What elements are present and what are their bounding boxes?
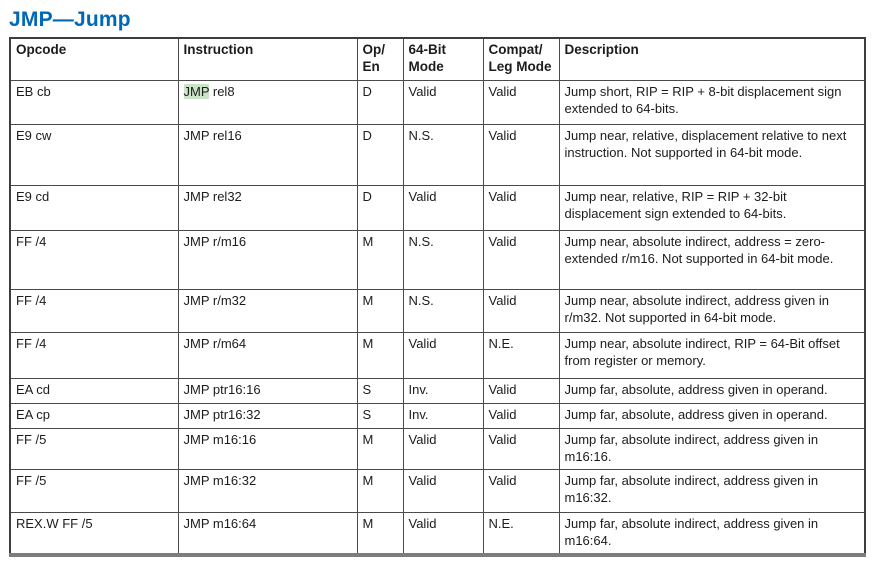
table-row: FF /5 JMP m16:32 M Valid Valid Jump far,…	[9, 468, 866, 513]
instruction-text: JMP r/m32	[183, 292, 247, 308]
op-en-cell: D	[356, 79, 404, 125]
column-header-description: Description	[558, 37, 866, 81]
description-cell: Jump near, relative, RIP = RIP + 32-bit …	[558, 184, 866, 231]
table-header-row: Opcode Instruction Op/ En 64-Bit Mode Co…	[9, 37, 866, 81]
table-row: FF /4 JMP r/m32 M N.S. Valid Jump near, …	[9, 288, 866, 333]
table-row: FF /4 JMP r/m16 M N.S. Valid Jump near, …	[9, 229, 866, 290]
instruction-cell: JMP m16:32	[177, 468, 358, 513]
mode64-cell: Valid	[402, 511, 484, 556]
description-cell: Jump short, RIP = RIP + 8-bit displaceme…	[558, 79, 866, 125]
instruction-text: JMP ptr16:32	[183, 406, 261, 422]
op-en-cell: M	[356, 427, 404, 470]
description-cell: Jump far, absolute indirect, address giv…	[558, 427, 866, 470]
opcode-cell: E9 cd	[9, 184, 179, 231]
description-cell: Jump near, absolute indirect, RIP = 64-B…	[558, 331, 866, 379]
mode64-cell: Valid	[402, 331, 484, 379]
op-en-cell: M	[356, 331, 404, 379]
opcode-cell: FF /5	[9, 427, 179, 470]
compat-cell: Valid	[482, 468, 560, 513]
table-row: EA cd JMP ptr16:16 S Inv. Valid Jump far…	[9, 377, 866, 404]
compat-cell: N.E.	[482, 511, 560, 556]
instruction-reference-table: Opcode Instruction Op/ En 64-Bit Mode Co…	[9, 37, 866, 557]
instruction-text: JMP rel32	[183, 188, 242, 204]
mode64-cell: Valid	[402, 427, 484, 470]
instruction-text: JMP m16:64	[183, 515, 257, 531]
compat-cell: N.E.	[482, 331, 560, 379]
page-title: JMP—Jump	[9, 8, 131, 31]
instruction-text: JMP r/m16	[183, 233, 247, 249]
mode64-cell: Inv.	[402, 377, 484, 404]
compat-cell: Valid	[482, 79, 560, 125]
opcode-cell: EA cd	[9, 377, 179, 404]
table-row: FF /4 JMP r/m64 M Valid N.E. Jump near, …	[9, 331, 866, 379]
column-header-op-en: Op/ En	[356, 37, 404, 81]
instruction-text: JMP rel16	[183, 127, 242, 143]
column-header-instruction: Instruction	[177, 37, 358, 81]
op-en-cell: D	[356, 184, 404, 231]
mode64-cell: N.S.	[402, 229, 484, 290]
opcode-cell: REX.W FF /5	[9, 511, 179, 556]
instruction-text: JMP ptr16:16	[183, 381, 261, 397]
opcode-cell: E9 cw	[9, 123, 179, 186]
instruction-cell: JMP rel8	[177, 79, 358, 125]
instruction-cell: JMP m16:16	[177, 427, 358, 470]
op-en-cell: S	[356, 402, 404, 429]
description-cell: Jump far, absolute indirect, address giv…	[558, 468, 866, 513]
table-row: REX.W FF /5 JMP m16:64 M Valid N.E. Jump…	[9, 511, 866, 556]
instruction-text: rel8	[209, 83, 235, 99]
document-page: JMP—Jump Opcode Instruction Op/ En 64-Bi…	[0, 8, 889, 587]
compat-cell: Valid	[482, 123, 560, 186]
column-header-64bit-mode: 64-Bit Mode	[402, 37, 484, 81]
instruction-cell: JMP r/m32	[177, 288, 358, 333]
instruction-cell: JMP rel32	[177, 184, 358, 231]
mode64-cell: N.S.	[402, 123, 484, 186]
op-en-cell: M	[356, 468, 404, 513]
compat-cell: Valid	[482, 402, 560, 429]
table-row: FF /5 JMP m16:16 M Valid Valid Jump far,…	[9, 427, 866, 470]
mode64-cell: Inv.	[402, 402, 484, 429]
compat-cell: Valid	[482, 184, 560, 231]
op-en-cell: S	[356, 377, 404, 404]
op-en-cell: M	[356, 229, 404, 290]
opcode-cell: FF /4	[9, 229, 179, 290]
opcode-cell: FF /4	[9, 331, 179, 379]
instruction-cell: JMP m16:64	[177, 511, 358, 556]
table-row: EA cp JMP ptr16:32 S Inv. Valid Jump far…	[9, 402, 866, 429]
table-row: E9 cw JMP rel16 D N.S. Valid Jump near, …	[9, 123, 866, 186]
description-cell: Jump far, absolute, address given in ope…	[558, 377, 866, 404]
description-cell: Jump far, absolute, address given in ope…	[558, 402, 866, 429]
mode64-cell: Valid	[402, 79, 484, 125]
instruction-text: JMP r/m64	[183, 335, 247, 351]
description-cell: Jump near, absolute indirect, address gi…	[558, 288, 866, 333]
description-cell: Jump far, absolute indirect, address giv…	[558, 511, 866, 556]
mode64-cell: N.S.	[402, 288, 484, 333]
instruction-cell: JMP r/m64	[177, 331, 358, 379]
compat-cell: Valid	[482, 229, 560, 290]
compat-cell: Valid	[482, 377, 560, 404]
mode64-cell: Valid	[402, 468, 484, 513]
instruction-text: JMP m16:16	[183, 431, 257, 447]
op-en-cell: M	[356, 288, 404, 333]
compat-cell: Valid	[482, 427, 560, 470]
description-cell: Jump near, relative, displacement relati…	[558, 123, 866, 186]
table-row: E9 cd JMP rel32 D Valid Valid Jump near,…	[9, 184, 866, 231]
compat-cell: Valid	[482, 288, 560, 333]
instruction-cell: JMP ptr16:32	[177, 402, 358, 429]
op-en-cell: M	[356, 511, 404, 556]
opcode-cell: EA cp	[9, 402, 179, 429]
instruction-cell: JMP r/m16	[177, 229, 358, 290]
column-header-compat-leg-mode: Compat/ Leg Mode	[482, 37, 560, 81]
instruction-text: JMP m16:32	[183, 472, 257, 488]
mode64-cell: Valid	[402, 184, 484, 231]
description-cell: Jump near, absolute indirect, address = …	[558, 229, 866, 290]
op-en-cell: D	[356, 123, 404, 186]
instruction-cell: JMP ptr16:16	[177, 377, 358, 404]
opcode-cell: EB cb	[9, 79, 179, 125]
instruction-cell: JMP rel16	[177, 123, 358, 186]
column-header-opcode: Opcode	[9, 37, 179, 81]
opcode-cell: FF /5	[9, 468, 179, 513]
table-row: EB cb JMP rel8 D Valid Valid Jump short,…	[9, 79, 866, 125]
opcode-cell: FF /4	[9, 288, 179, 333]
instruction-highlight: JMP	[183, 83, 210, 99]
